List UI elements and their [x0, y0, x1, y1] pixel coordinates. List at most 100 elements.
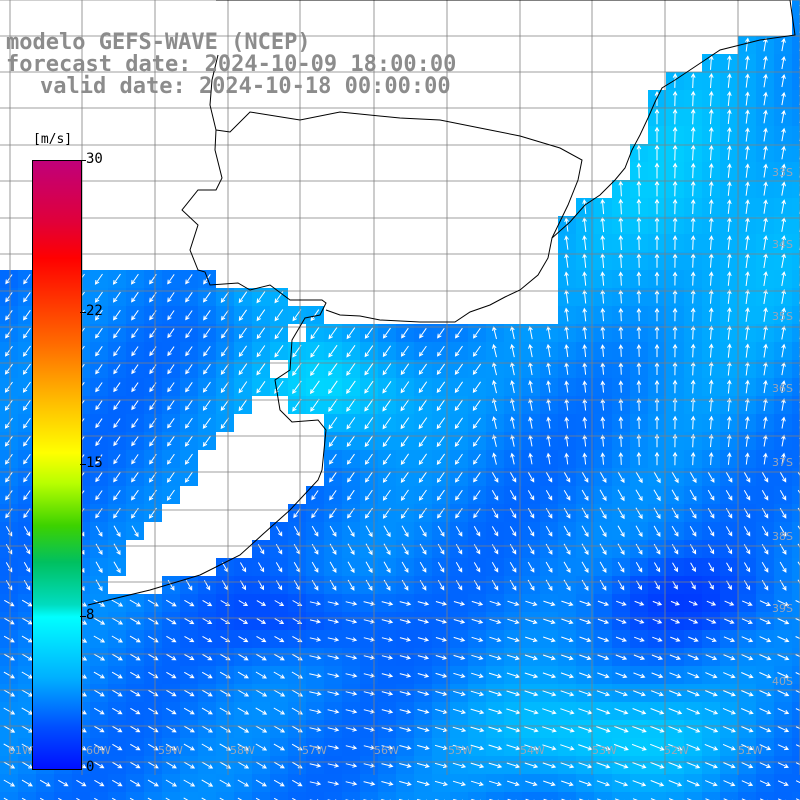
- wind-arrow: [202, 381, 211, 393]
- wind-arrow: [4, 363, 13, 375]
- wind-arrow: [453, 636, 466, 642]
- wind-arrow: [185, 346, 193, 357]
- wind-arrow: [781, 73, 786, 88]
- wind-arrow: [184, 653, 195, 661]
- wind-arrow: [615, 672, 628, 679]
- speed-cell: [774, 792, 792, 800]
- wind-arrow: [763, 398, 768, 411]
- wind-arrow: [470, 726, 485, 733]
- wind-arrow: [745, 397, 750, 412]
- wind-arrow: [581, 525, 589, 538]
- wind-arrow: [781, 235, 786, 250]
- wind-arrow: [777, 744, 790, 751]
- wind-arrow: [759, 708, 772, 715]
- wind-arrow: [722, 725, 736, 733]
- wind-arrow: [618, 380, 624, 393]
- wind-arrow: [327, 709, 340, 714]
- wind-arrow: [704, 725, 719, 733]
- wind-arrow: [781, 91, 786, 106]
- speed-cell: [792, 522, 800, 540]
- wind-arrow: [617, 489, 625, 502]
- wind-arrow: [309, 380, 320, 395]
- speed-cell: [792, 414, 800, 432]
- wind-arrow: [686, 707, 701, 715]
- wind-arrow: [636, 234, 642, 251]
- wind-arrow: [564, 235, 569, 250]
- wind-arrow: [327, 781, 340, 786]
- wind-arrow: [745, 127, 750, 142]
- wind-arrow: [599, 471, 607, 484]
- wind-arrow: [345, 601, 358, 606]
- wind-arrow: [636, 380, 642, 393]
- wind-arrow: [636, 180, 642, 197]
- wind-arrow: [95, 525, 103, 537]
- wind-arrow: [795, 636, 800, 640]
- colorbar-tick-22: 22: [86, 303, 103, 319]
- wind-arrow: [95, 364, 103, 375]
- wind-arrow: [632, 762, 647, 769]
- wind-arrow: [687, 654, 700, 661]
- wind-arrow: [455, 471, 463, 483]
- wind-arrow: [528, 452, 533, 465]
- wind-arrow: [255, 779, 267, 787]
- wind-arrow: [328, 344, 338, 358]
- wind-arrow: [705, 780, 718, 787]
- wind-arrow: [491, 471, 499, 483]
- wind-arrow: [95, 346, 103, 357]
- wind-arrow: [184, 635, 195, 643]
- wind-arrow: [690, 90, 696, 107]
- wind-arrow: [185, 328, 193, 339]
- wind-arrow: [383, 525, 391, 538]
- wind-arrow: [400, 417, 410, 430]
- wind-arrow: [722, 707, 736, 715]
- speed-cell: [792, 540, 800, 558]
- speed-cell: [576, 792, 594, 800]
- wind-arrow: [221, 309, 229, 321]
- wind-arrow: [668, 743, 683, 751]
- wind-arrow: [582, 344, 588, 357]
- wind-arrow: [185, 274, 193, 285]
- wind-arrow: [22, 435, 31, 447]
- wind-arrow: [781, 199, 786, 214]
- speed-cell: [792, 324, 800, 342]
- wind-arrow: [131, 291, 139, 303]
- wind-arrow: [345, 745, 358, 750]
- wind-arrow: [546, 343, 551, 358]
- wind-arrow: [654, 343, 660, 358]
- wind-arrow: [381, 781, 394, 786]
- wind-arrow: [672, 180, 678, 197]
- wind-arrow: [690, 580, 696, 590]
- lon-label: 60W: [86, 744, 111, 757]
- wind-arrow: [417, 691, 430, 696]
- wind-arrow: [471, 654, 484, 660]
- wind-arrow: [95, 561, 103, 574]
- wind-arrow: [255, 743, 268, 751]
- wind-arrow: [708, 180, 714, 197]
- wind-arrow: [417, 726, 430, 732]
- wind-arrow: [202, 635, 213, 643]
- wind-arrow: [600, 234, 606, 251]
- wind-arrow: [777, 708, 790, 715]
- wind-arrow: [167, 310, 175, 321]
- wind-arrow: [327, 691, 340, 696]
- wind-arrow: [165, 779, 177, 787]
- wind-arrow: [310, 309, 320, 322]
- wind-arrow: [723, 672, 736, 679]
- wind-arrow: [129, 617, 142, 625]
- wind-arrow: [95, 436, 103, 447]
- wind-arrow: [454, 417, 464, 430]
- wind-arrow: [690, 289, 696, 304]
- wind-arrow: [726, 379, 732, 394]
- wind-arrow: [329, 453, 337, 465]
- wind-arrow: [328, 327, 338, 340]
- wind-arrow: [202, 363, 211, 375]
- wind-arrow: [761, 472, 769, 483]
- wind-arrow: [5, 345, 13, 357]
- wind-arrow: [489, 636, 502, 642]
- wind-arrow: [777, 618, 790, 625]
- wind-arrow: [365, 525, 373, 538]
- wind-arrow: [95, 454, 103, 465]
- wind-arrow: [94, 327, 103, 339]
- wind-arrow: [3, 743, 16, 751]
- wind-arrow: [113, 436, 121, 447]
